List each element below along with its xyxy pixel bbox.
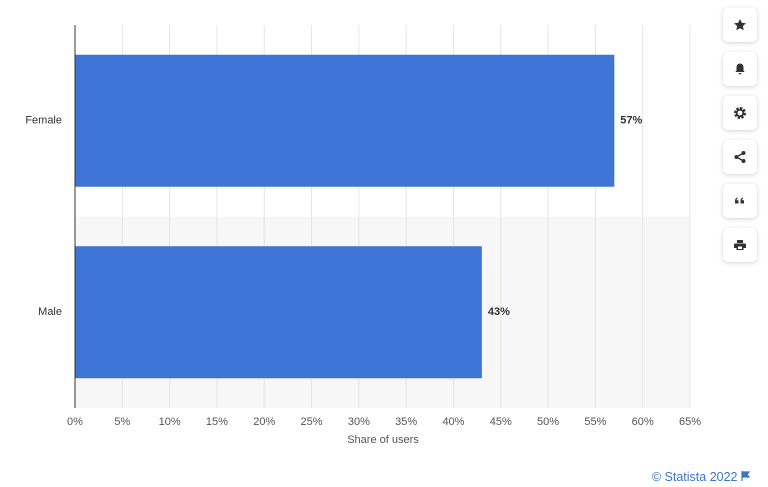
credit[interactable]: © Statista 2022 (651, 470, 751, 484)
quote-icon (735, 197, 744, 204)
notification-button[interactable] (723, 52, 757, 86)
x-axis-title: Share of users (347, 434, 419, 446)
x-tick-label: 0% (67, 416, 83, 428)
star-icon (734, 19, 746, 31)
x-tick-label: 20% (253, 416, 275, 428)
settings-button[interactable] (723, 96, 757, 130)
share-button[interactable] (723, 140, 757, 174)
bell-icon (735, 63, 745, 75)
data-label: 43% (488, 306, 510, 318)
x-tick-label: 25% (301, 416, 323, 428)
x-tick-label: 65% (679, 416, 701, 428)
x-tick-label: 55% (584, 416, 606, 428)
x-tick-label: 40% (442, 416, 464, 428)
x-tick-label: 5% (114, 416, 130, 428)
x-tick-label: 60% (632, 416, 654, 428)
cite-button[interactable] (723, 184, 757, 218)
favorite-button[interactable] (723, 8, 757, 42)
x-tick-label: 45% (490, 416, 512, 428)
printer-icon (734, 240, 746, 250)
y-tick-label: Female (25, 115, 62, 127)
y-tick-label: Male (38, 306, 62, 318)
x-tick-label: 30% (348, 416, 370, 428)
x-tick-label: 35% (395, 416, 417, 428)
bar (75, 246, 482, 379)
x-tick-label: 50% (537, 416, 559, 428)
chart: Share of users 0% 5% 10% 15% 20% 25% 30% 35% 40%… (25, 25, 701, 446)
x-tick-label: 15% (206, 416, 228, 428)
share-icon (734, 151, 746, 163)
x-tick-label: 10% (159, 416, 181, 428)
flag-icon (741, 471, 751, 481)
gear-icon (734, 107, 746, 119)
print-button[interactable] (723, 228, 757, 262)
data-label: 57% (620, 115, 642, 127)
bar (75, 54, 615, 187)
credit-text: © Statista 2022 (651, 470, 738, 484)
